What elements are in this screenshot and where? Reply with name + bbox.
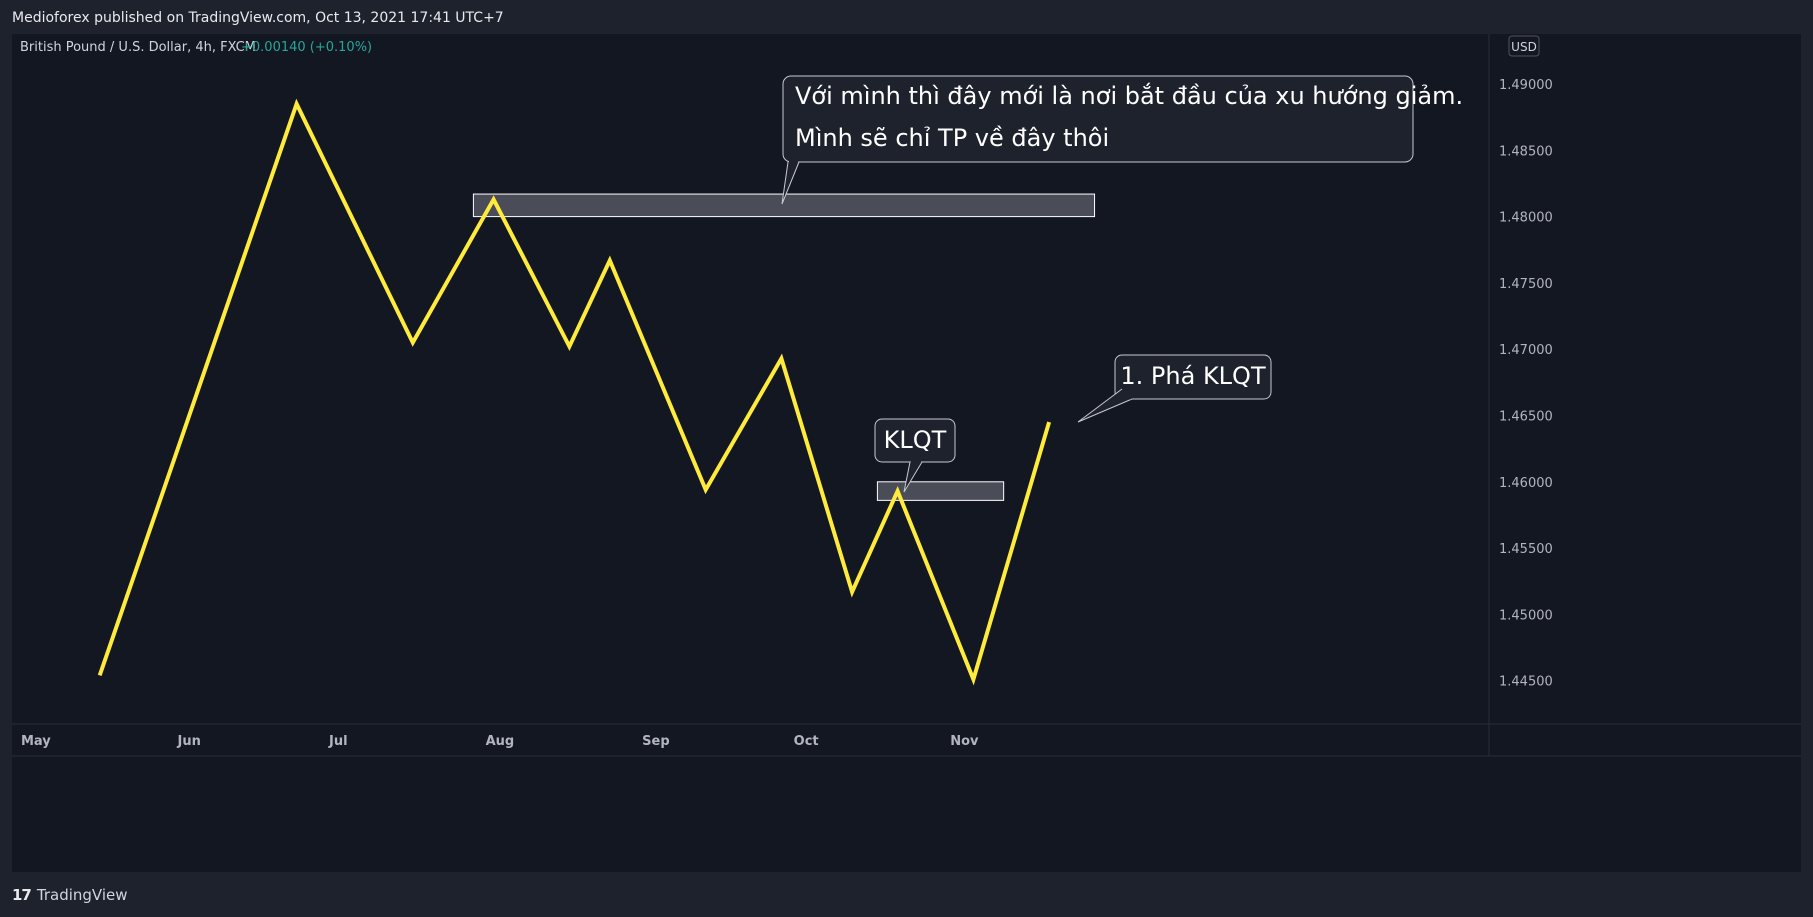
x-tick-label: Nov bbox=[950, 734, 979, 749]
y-tick-label: 1.48000 bbox=[1499, 211, 1553, 226]
symbol-change: +0.00140 (+0.10%) bbox=[241, 40, 372, 55]
time-axis-labels: May Jun Jul Aug Sep Oct Nov bbox=[21, 734, 979, 749]
chart-area[interactable]: British Pound / U.S. Dollar, 4h, FXCM +0… bbox=[12, 34, 1801, 872]
y-tick-label: 1.46000 bbox=[1499, 476, 1553, 491]
x-tick-label: Sep bbox=[642, 734, 670, 749]
callout-text: Với mình thì đây mới là nơi bắt đầu của … bbox=[795, 81, 1463, 110]
y-tick-label: 1.44500 bbox=[1499, 675, 1553, 690]
price-axis-labels: 1.49000 1.48500 1.48000 1.47500 1.47000 1.465… bbox=[1499, 78, 1553, 690]
series-line bbox=[97, 98, 1052, 686]
x-tick-label: May bbox=[21, 734, 51, 749]
y-tick-label: 1.47500 bbox=[1499, 277, 1553, 292]
x-tick-label: Jul bbox=[328, 734, 348, 749]
brand-label: TradingView bbox=[36, 886, 128, 904]
y-tick-label: 1.49000 bbox=[1499, 78, 1553, 93]
y-tick-label: 1.47000 bbox=[1499, 343, 1553, 358]
x-tick-label: Jun bbox=[177, 734, 201, 749]
chart-svg[interactable]: British Pound / U.S. Dollar, 4h, FXCM +0… bbox=[12, 34, 1801, 872]
zone-rect bbox=[876, 481, 1005, 501]
tradingview-brand[interactable]: 17 TradingView bbox=[12, 886, 128, 904]
callout-text: Mình sẽ chỉ TP về đây thôi bbox=[795, 124, 1109, 152]
y-tick-label: 1.45000 bbox=[1499, 608, 1553, 623]
y-tick-label: 1.45500 bbox=[1499, 542, 1553, 557]
callouts: Với mình thì đây mới là nơi bắt đầu của … bbox=[781, 75, 1463, 493]
zones bbox=[472, 193, 1096, 501]
callout-pointer bbox=[1077, 388, 1133, 423]
callout-pointer bbox=[781, 161, 800, 205]
callout-pointer bbox=[903, 461, 923, 493]
publish-info: Medioforex published on TradingView.com,… bbox=[12, 10, 504, 26]
currency-badge[interactable]: USD bbox=[1511, 40, 1537, 54]
tradingview-logo-icon: 17 bbox=[12, 886, 32, 904]
x-tick-label: Aug bbox=[486, 734, 515, 749]
y-tick-label: 1.46500 bbox=[1499, 410, 1553, 425]
callout-break: 1. Phá KLQT bbox=[1077, 354, 1272, 423]
callout-text: KLQT bbox=[884, 426, 947, 454]
symbol-title: British Pound / U.S. Dollar, 4h, FXCM bbox=[20, 40, 256, 55]
currency-badge-box[interactable] bbox=[1508, 35, 1540, 57]
callout-box bbox=[1114, 354, 1272, 400]
callout-downtrend: Với mình thì đây mới là nơi bắt đầu của … bbox=[781, 75, 1463, 205]
series bbox=[97, 98, 1052, 686]
x-tick-label: Oct bbox=[794, 734, 819, 749]
callout-klqt: KLQT bbox=[874, 418, 956, 493]
callout-text: 1. Phá KLQT bbox=[1120, 362, 1266, 390]
callout-box bbox=[782, 75, 1414, 163]
callout-seam bbox=[1122, 388, 1132, 400]
y-tick-label: 1.48500 bbox=[1499, 144, 1553, 159]
